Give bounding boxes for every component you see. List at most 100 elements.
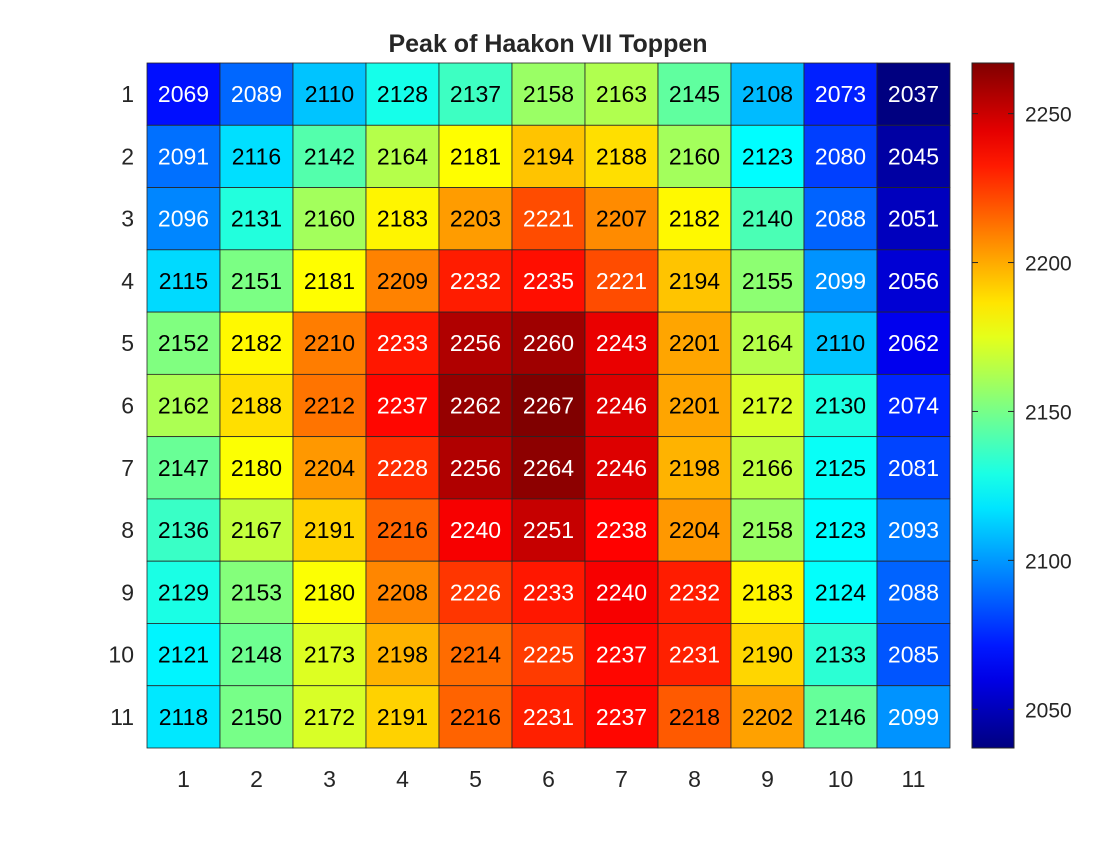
cell-value-label: 2160 [669,143,720,169]
heatmap-cell [730,623,805,687]
heatmap-cell [292,498,367,562]
heatmap-cell [365,685,440,749]
cell-value-label: 2133 [815,642,866,668]
y-tick-label: 11 [110,704,134,730]
heatmap-cell [876,498,951,562]
heatmap-cell [730,62,805,126]
heatmap-cell [146,436,221,500]
x-tick-label: 10 [828,766,854,792]
cell-value-label: 2221 [523,206,574,232]
x-tick-label: 9 [761,766,774,792]
heatmap-cell [292,685,367,749]
heatmap-cells [146,62,951,749]
heatmap-cell [438,560,513,624]
cell-value-label: 2198 [377,642,428,668]
heatmap-cell [730,498,805,562]
colorbar-gradient [971,62,1015,749]
heatmap-cell [511,436,586,500]
cell-value-label: 2128 [377,81,428,107]
y-tick-label: 5 [121,330,134,356]
heatmap-cell [511,560,586,624]
x-tick-label: 2 [250,766,263,792]
cell-value-label: 2115 [159,268,208,294]
cell-value-label: 2062 [888,330,939,356]
cell-value-label: 2158 [523,81,574,107]
cell-value-label: 2148 [231,642,282,668]
heatmap-cell [219,187,294,251]
cell-value-label: 2145 [669,81,720,107]
heatmap-cell [219,436,294,500]
heatmap-cell [365,124,440,188]
cell-value-label: 2235 [523,268,574,294]
cell-value-label: 2231 [669,642,720,668]
heatmap-cell [438,685,513,749]
cell-value-label: 2190 [742,642,793,668]
cell-value-label: 2152 [158,330,209,356]
colorbar-tick-label: 2200 [1025,253,1072,276]
heatmap-cell [657,623,732,687]
cell-value-label: 2231 [523,704,574,730]
colorbar-tick-label: 2250 [1025,104,1072,127]
cell-value-label: 2129 [158,579,209,605]
heatmap-cell [219,124,294,188]
colorbar-tick-label: 2100 [1025,550,1072,573]
cell-value-label: 2188 [231,393,282,419]
cell-value-label: 2069 [158,81,209,107]
cell-value-label: 2088 [888,579,939,605]
heatmap-cell [876,685,951,749]
cell-value-label: 2088 [815,206,866,232]
cell-value-label: 2226 [450,579,501,605]
cell-value-label: 2172 [304,704,355,730]
cell-value-label: 2209 [377,268,428,294]
heatmap-cell [657,249,732,313]
cell-value-label: 2180 [304,579,355,605]
cell-value-label: 2233 [523,579,574,605]
heatmap-cell [146,187,221,251]
cell-value-label: 2183 [742,579,793,605]
heatmap-cell [219,311,294,375]
cell-value-label: 2181 [304,268,355,294]
cell-value-label: 2210 [304,330,355,356]
cell-value-label: 2074 [888,393,939,419]
cell-value-label: 2237 [596,704,647,730]
cell-value-label: 2136 [158,517,209,543]
cell-value-label: 2080 [815,143,866,169]
heatmap-cell [584,436,659,500]
cell-value-label: 2146 [815,704,866,730]
cell-value-label: 2155 [742,268,793,294]
heatmap-cell [292,249,367,313]
cell-value-label: 2204 [669,517,720,543]
heatmap-cell [657,62,732,126]
cell-value-label: 2232 [450,268,501,294]
heatmap-cell [803,623,878,687]
cell-value-label: 2051 [888,206,939,232]
heatmap-cell [511,311,586,375]
heatmap-cell [438,311,513,375]
cell-value-label: 2204 [304,455,355,481]
cell-value-label: 2246 [596,393,647,419]
cell-value-label: 2237 [596,642,647,668]
x-tick-label: 6 [542,766,555,792]
heatmap-cell [803,124,878,188]
cell-value-label: 2212 [304,393,355,419]
heatmap-cell [438,623,513,687]
cell-value-label: 2137 [450,81,501,107]
heatmap-cell [803,62,878,126]
heatmap-cell [292,62,367,126]
cell-value-label: 2208 [377,579,428,605]
heatmap-cell [657,373,732,438]
heatmap-cell [146,124,221,188]
cell-value-label: 2262 [450,393,501,419]
heatmap-cell [292,187,367,251]
heatmap-cell [657,187,732,251]
heatmap-cell [657,560,732,624]
heatmap-cell [292,311,367,375]
colorbar-tick-label: 2150 [1025,401,1072,424]
cell-value-label: 2073 [815,81,866,107]
cell-value-label: 2172 [742,393,793,419]
heatmap-cell [146,560,221,624]
cell-value-label: 2256 [450,455,501,481]
cell-value-label: 2125 [815,455,866,481]
heatmap-cell [511,124,586,188]
